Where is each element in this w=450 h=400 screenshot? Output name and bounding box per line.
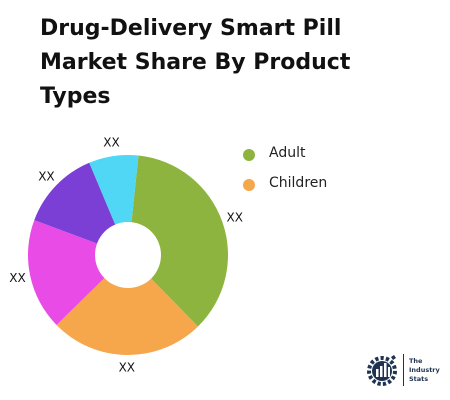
legend-item-adult: Adult [243,138,327,168]
slice-label-2: XX [119,360,135,374]
legend-item-children: Children [243,168,327,198]
logo-line-3: Stats [409,374,429,383]
legend-swatch-adult [243,149,255,161]
slice-label-4: XX [38,169,54,183]
pie-slice-2 [56,255,198,356]
legend-label-children: Children [269,175,328,191]
gear-chart-logo-icon [367,355,397,386]
slice-label-1: XX [226,210,242,224]
donut-hole [95,222,161,288]
pie-slice-1 [128,155,229,327]
logo-divider [403,354,404,386]
legend-swatch-children [243,179,255,191]
chart-labels: XX XX XX XX XX [9,136,243,375]
legend-label-adult: Adult [269,145,306,161]
chart-title: Drug-Delivery Smart Pill Market Share By… [40,16,351,109]
logo-line-1: The [409,356,423,365]
brand-logo: The Industry Stats [364,352,440,388]
slice-label-5: XX [103,136,119,150]
logo-text: The Industry Stats [409,357,440,384]
logo-line-2: Industry [409,365,440,374]
slice-label-3: XX [9,271,25,285]
chart-legend: Adult Children [243,138,327,198]
